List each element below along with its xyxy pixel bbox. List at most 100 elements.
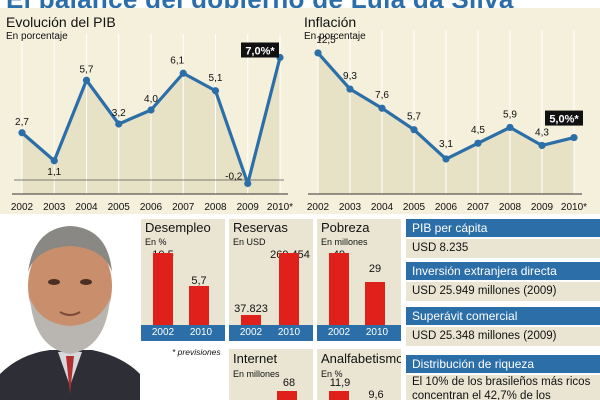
reservas-year-strip: 2002 2010	[229, 325, 313, 341]
pib-chart-unit: En porcentaje	[6, 31, 68, 42]
info-pib-percapita-title: PIB per cápita	[406, 219, 600, 237]
info-superavit-title: Superávit comercial	[406, 307, 600, 325]
inflacion-tick-2002: 2002	[307, 202, 330, 213]
inflacion-tick-2005: 2005	[403, 202, 426, 213]
pobreza-panel: Pobreza En millones 49 29 2002 2010	[317, 219, 401, 341]
pobreza-label-2010: 29	[368, 263, 382, 275]
info-inversion-value: USD 25.949 millones (2009)	[406, 282, 600, 301]
analfabetismo-title: Analfabetismo	[321, 351, 401, 366]
analfabetismo-label-2002: 11,9	[329, 377, 351, 389]
pib-tick-2003: 2003	[43, 202, 66, 213]
info-inversion-title: Inversión extranjera directa	[406, 262, 600, 280]
pib-value-label-2007: 6,1	[170, 55, 184, 66]
inflacion-tick-2009: 2009	[531, 202, 554, 213]
desempleo-bar-2002	[153, 253, 173, 325]
desempleo-title: Desempleo	[145, 220, 211, 235]
internet-panel: Internet En millones 68	[229, 349, 313, 400]
inflacion-chart-svg: 12,5 9,3 7,6 5,7 3,1 4,5 5,9 4,35,0%* 2002 2003 20…	[298, 8, 600, 214]
pib-tick-2007: 2007	[172, 202, 195, 213]
desempleo-year-2002: 2002	[151, 327, 175, 338]
desempleo-bar-2010	[189, 285, 209, 325]
pib-chart: 2,7 1,1 5,7 3,2 4,0 6,1 5,1 -0,2 7,0%* 2002 2003 20…	[0, 8, 298, 214]
inflacion-value-label-2003: 9,3	[343, 71, 357, 82]
inflacion-highlight-box	[545, 110, 583, 126]
inflacion-point-2005	[410, 126, 418, 134]
pib-tick-2009: 2009	[237, 202, 260, 213]
inflacion-tick-2008: 2008	[499, 202, 522, 213]
inflacion-point-2003	[346, 85, 354, 93]
pib-point-2006	[147, 106, 155, 114]
pib-value-label-2009: -0,2	[225, 172, 243, 183]
reservas-unit: En USD	[233, 237, 266, 247]
inflacion-point-2006	[442, 155, 450, 163]
pobreza-title: Pobreza	[321, 220, 370, 235]
inflacion-value-label-2008: 5,9	[503, 109, 517, 120]
inflacion-tick-2007: 2007	[467, 202, 490, 213]
inflacion-point-2007	[474, 139, 482, 147]
pib-point-2003	[50, 157, 58, 165]
internet-unit: En millones	[233, 369, 280, 379]
pobreza-bar-2010	[365, 282, 385, 325]
inflacion-tick-2003: 2003	[339, 202, 362, 213]
reservas-bar-2010	[279, 253, 299, 325]
inflacion-value-label-2007: 4,5	[471, 125, 485, 136]
portrait-photo	[0, 214, 140, 400]
pib-point-2007	[179, 69, 187, 77]
inflacion-tick-2006: 2006	[435, 202, 458, 213]
analfabetismo-label-2010: 9,6	[368, 389, 384, 400]
pib-point-2004	[82, 76, 91, 84]
analfabetismo-panel: Analfabetismo En % 11,9 9,6	[317, 349, 401, 400]
pib-value-label-2005: 3,2	[112, 108, 126, 119]
pobreza-year-2010: 2010	[365, 327, 389, 338]
inflacion-point-2009	[538, 141, 546, 150]
inflacion-chart: 12,5 9,3 7,6 5,7 3,1 4,5 5,9 4,3 5,0%* 2002 2003 20…	[298, 8, 600, 214]
inflacion-value-label-2010*: 5,0%*	[549, 114, 579, 126]
info-pib-percapita-value: USD 8.235	[406, 239, 600, 258]
pobreza-year-strip: 2002 2010	[317, 325, 401, 341]
inflacion-tick-2010*: 2010*	[561, 202, 587, 213]
desempleo-year-2010: 2010	[189, 327, 213, 338]
inflacion-point-2004	[378, 104, 386, 112]
pib-value-label-2002: 2,7	[15, 117, 29, 128]
internet-title: Internet	[233, 351, 278, 366]
inflacion-value-label-2004: 7,6	[375, 90, 389, 101]
forecast-note: * previsiones	[172, 347, 221, 357]
inflacion-value-label-2006: 3,1	[439, 139, 453, 150]
pobreza-year-2002: 2002	[327, 327, 351, 338]
info-riqueza-value: El 10% de los brasileños más ricos conce…	[406, 375, 600, 400]
pib-tick-2002: 2002	[11, 202, 34, 213]
pib-point-2002	[18, 129, 26, 137]
desempleo-panel: Desempleo En % 10,5 5,7 2002 2010	[141, 219, 225, 341]
pib-highlight-box	[241, 42, 279, 58]
analfabetismo-unit: En %	[321, 369, 343, 379]
reservas-year-2010: 2010	[277, 327, 301, 338]
reservas-bar-2002	[241, 314, 261, 325]
pib-value-label-2010*: 7,0%*	[245, 46, 275, 58]
info-superavit-value: USD 25.348 millones (2009)	[406, 327, 600, 346]
portrait-illustration	[0, 214, 140, 400]
inflacion-value-label-2009: 4,3	[535, 127, 549, 138]
pib-value-label-2004: 5,7	[80, 64, 94, 75]
pib-tick-2004: 2004	[75, 202, 98, 213]
reservas-panel: Reservas En USD 37.823 269.454 2002 2010	[229, 219, 313, 341]
inflacion-point-2002	[314, 49, 322, 57]
inflacion-chart-title: Inflación	[304, 14, 357, 30]
pib-value-label-2006: 4,0	[144, 94, 158, 105]
pib-value-label-2003: 1,1	[47, 167, 61, 178]
pib-point-2005	[115, 120, 123, 128]
pib-tick-2010*: 2010*	[267, 202, 293, 213]
inflacion-point-2008	[506, 123, 514, 132]
pib-chart-title: Evolución del PIB	[6, 14, 116, 30]
infographic-title-strip: El balance del gobierno de Lula da Silva	[0, 0, 600, 8]
desempleo-label-2010: 5,7	[191, 275, 207, 287]
inflacion-point-2010*	[570, 133, 578, 142]
pib-tick-2005: 2005	[108, 202, 131, 213]
reservas-year-2002: 2002	[239, 327, 263, 338]
analfabetismo-bar-2002	[329, 391, 349, 400]
info-riqueza-title: Distribución de riqueza	[406, 355, 600, 373]
pobreza-unit: En millones	[321, 237, 368, 247]
reservas-title: Reservas	[233, 220, 288, 235]
infographic-title: El balance del gobierno de Lula da Silva	[6, 0, 514, 8]
reservas-label-2002: 37.823	[234, 303, 268, 315]
desempleo-year-strip: 2002 2010	[141, 325, 225, 341]
